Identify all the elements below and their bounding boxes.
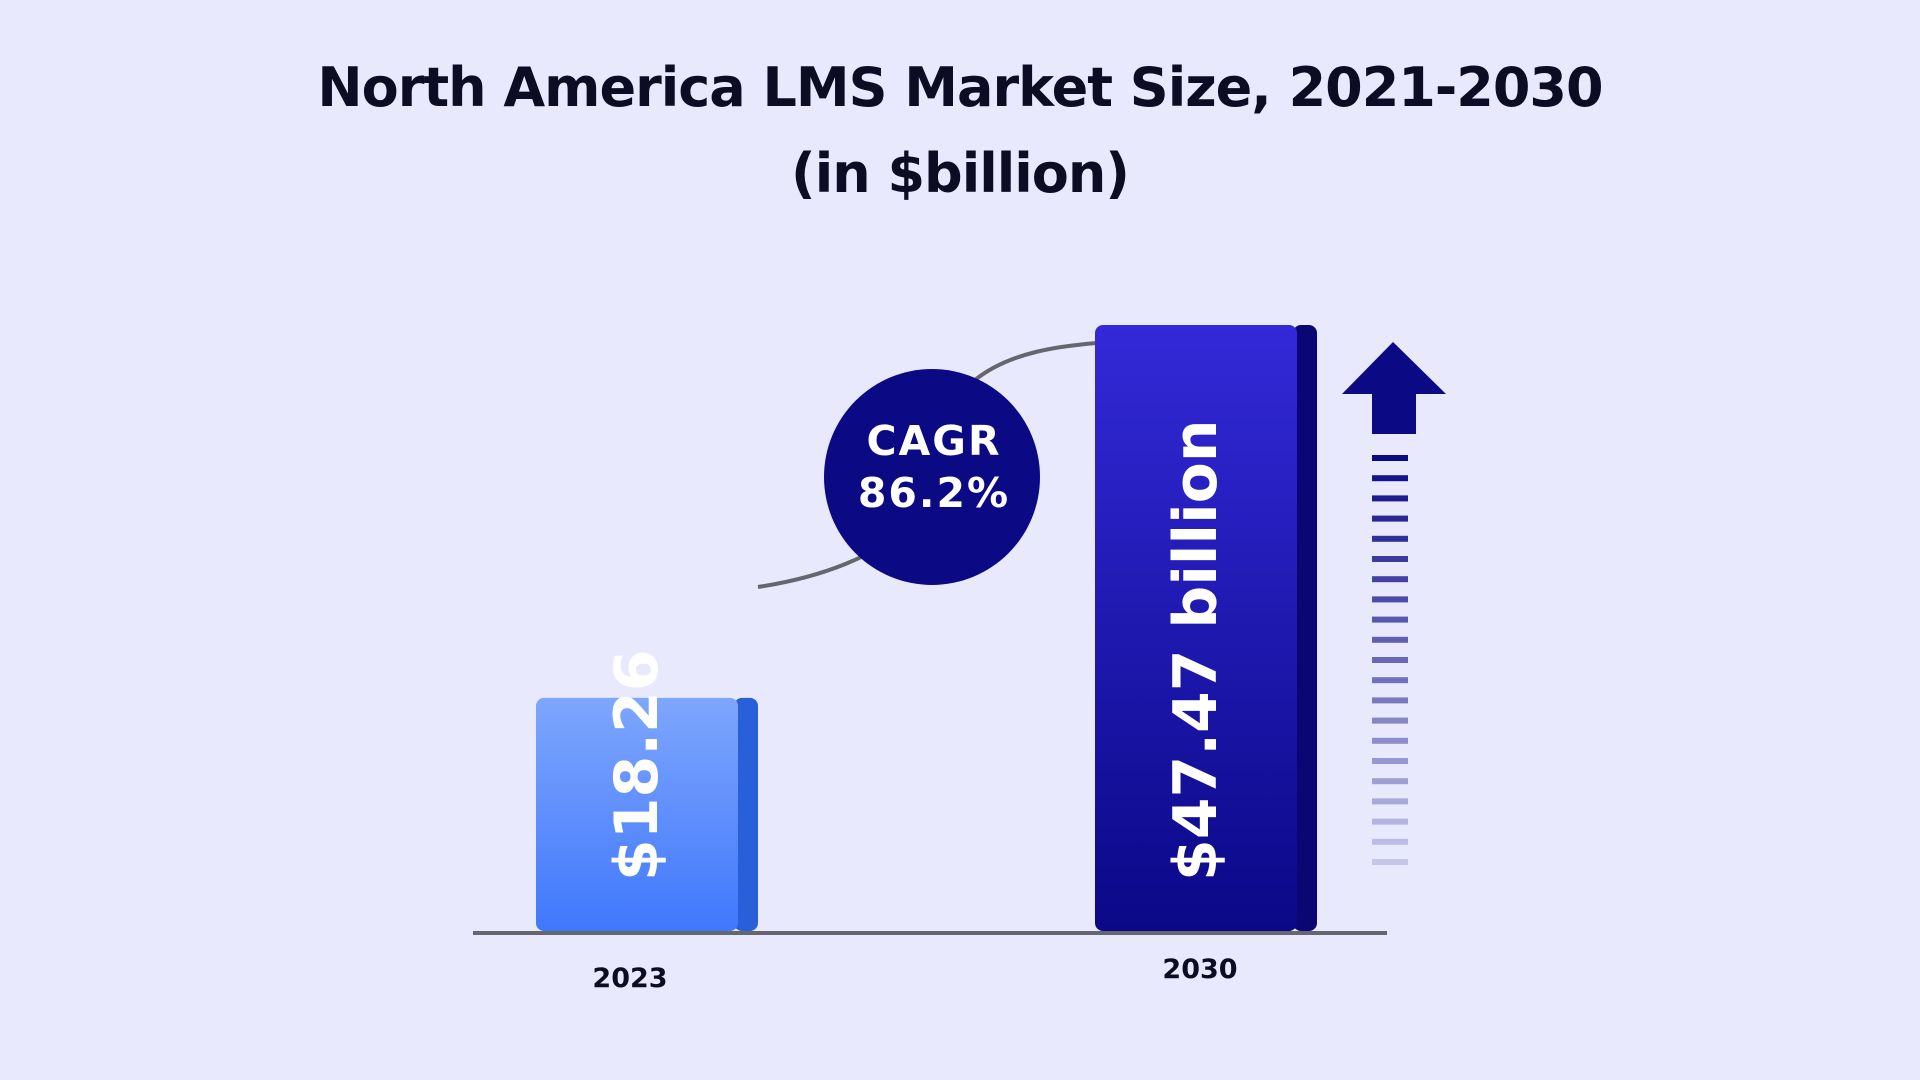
arrow-stripe	[1372, 818, 1408, 825]
arrow-stripe	[1372, 717, 1408, 724]
cagr-badge	[824, 369, 1040, 585]
growth-arrow-stripes	[1372, 455, 1408, 865]
bar-2023	[536, 697, 758, 931]
bar-2030-side	[1293, 325, 1317, 931]
arrow-stripe	[1372, 697, 1408, 704]
arrow-stripe	[1372, 737, 1408, 744]
arrow-stripe	[1372, 596, 1408, 603]
bar-2030-front	[1095, 325, 1297, 931]
chart-subtitle: (in $billion)	[791, 142, 1130, 205]
arrow-stripe	[1372, 798, 1408, 805]
arrow-stripe	[1372, 535, 1408, 542]
x-tick-label-2030: 2030	[1162, 954, 1237, 985]
arrow-stripe	[1372, 636, 1408, 643]
growth-arrow-icon	[1342, 342, 1446, 865]
bar-2030	[1095, 325, 1317, 931]
arrow-stripe	[1372, 495, 1408, 502]
arrow-stripe	[1372, 455, 1408, 461]
arrow-stripe	[1372, 556, 1408, 562]
cagr-value: 86.2%	[858, 469, 1010, 517]
chart-title: North America LMS Market Size, 2021-2030…	[0, 45, 1920, 217]
arrow-stripe	[1372, 657, 1408, 663]
arrow-stripe	[1372, 515, 1408, 522]
x-tick-label-2023: 2023	[592, 963, 667, 994]
cagr-label: CAGR	[866, 417, 1001, 465]
chart-title-line: North America LMS Market Size, 2021-2030	[317, 56, 1603, 119]
bar-2023-value-label: $18.26	[602, 649, 672, 881]
arrow-stripe	[1372, 677, 1408, 684]
bar-2023-side	[734, 697, 758, 931]
arrow-stripe	[1372, 838, 1408, 845]
bar-2030-value-label: $47.47 billion	[1161, 419, 1231, 881]
arrow-stripe	[1372, 859, 1408, 865]
bar-2023-front	[536, 697, 738, 931]
arrow-stripe	[1372, 758, 1408, 764]
arrow-stripe	[1372, 778, 1408, 785]
arrow-stripe	[1372, 475, 1408, 482]
arrow-stripe	[1372, 576, 1408, 583]
arrow-stripe	[1372, 616, 1408, 623]
